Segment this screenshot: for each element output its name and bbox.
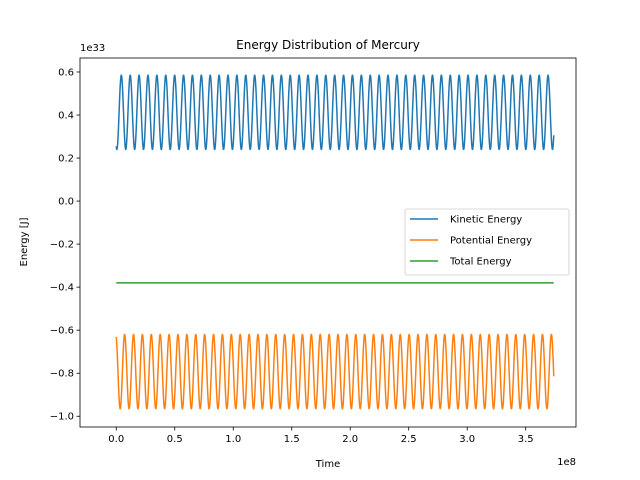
y-offset-label: 1e33 [80, 43, 105, 54]
series-line [115, 333, 555, 410]
y-tick-label: 0.6 [58, 67, 74, 78]
plot-area [115, 74, 555, 410]
x-axis-label: Time [315, 459, 340, 470]
x-tick-label: 2.0 [342, 434, 358, 445]
x-tick-label: 0.5 [167, 434, 183, 445]
x-tick-label: 3.5 [518, 434, 534, 445]
y-tick-label: 0.2 [58, 154, 74, 165]
y-axis-label: Energy [J] [19, 217, 30, 266]
y-tick-label: 0.4 [58, 111, 74, 122]
y-axis: 0.6 0.4 0.2 0.0 −0.2 −0.4 −0.6 −0.8 −1.0 [50, 67, 80, 423]
y-tick-label: −0.2 [50, 240, 74, 251]
legend-label: Potential Energy [450, 236, 532, 247]
legend-label: Total Energy [449, 257, 512, 268]
x-tick-label: 0.0 [108, 434, 124, 445]
x-tick-label: 1.0 [225, 434, 241, 445]
y-tick-label: 0.0 [58, 197, 74, 208]
y-tick-label: −1.0 [50, 412, 74, 423]
x-tick-label: 3.0 [459, 434, 475, 445]
y-tick-label: −0.4 [50, 283, 74, 294]
series-line [115, 74, 555, 151]
y-tick-label: −0.8 [50, 369, 74, 380]
legend-label: Kinetic Energy [450, 215, 522, 226]
legend: Kinetic Energy Potential Energy Total Ener… [404, 208, 570, 276]
x-tick-label: 1.5 [284, 434, 300, 445]
chart-title: Energy Distribution of Mercury [236, 38, 420, 52]
y-tick-label: −0.6 [50, 326, 74, 337]
axes-frame [79, 57, 577, 428]
legend-box [404, 208, 570, 276]
x-axis: 0.0 0.5 1.0 1.5 2.0 2.5 3.0 3.5 [108, 427, 534, 445]
x-offset-label: 1e8 [557, 457, 576, 468]
x-tick-label: 2.5 [401, 434, 417, 445]
